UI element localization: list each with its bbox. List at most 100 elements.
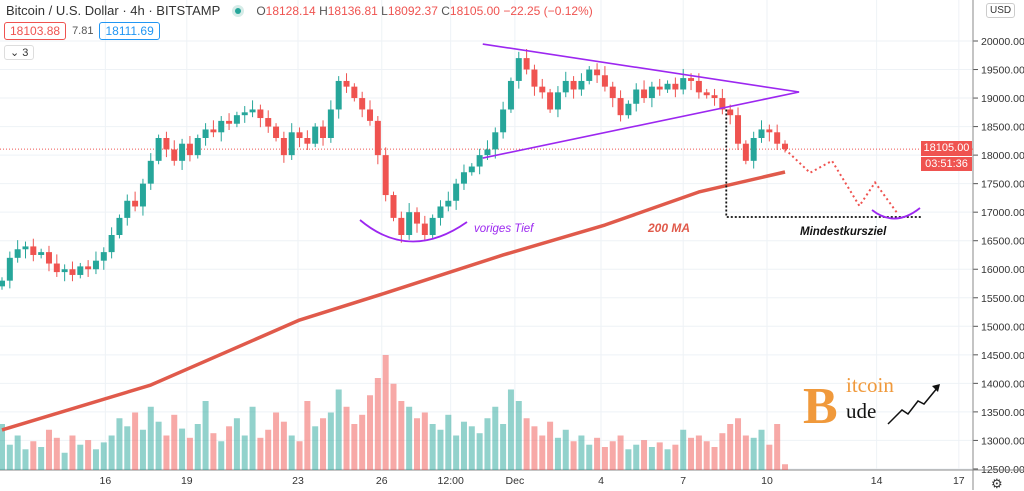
candle bbox=[343, 73, 350, 93]
candle-body bbox=[155, 138, 162, 161]
volume-bar bbox=[445, 414, 452, 470]
candle-body bbox=[735, 115, 742, 144]
volume-bar bbox=[656, 442, 663, 470]
bar-countdown-label: 03:51:36 bbox=[921, 157, 972, 171]
candle bbox=[147, 153, 154, 190]
logo-b-letter: B bbox=[803, 378, 838, 435]
indicators-toggle-button[interactable]: ⌄ 3 bbox=[4, 45, 35, 60]
volume-bar bbox=[750, 437, 757, 470]
candle-body bbox=[539, 86, 546, 93]
candle-body bbox=[100, 252, 107, 261]
volume-bar bbox=[688, 437, 695, 470]
candle-body bbox=[359, 98, 366, 110]
candle bbox=[273, 123, 280, 142]
volume-bar bbox=[108, 435, 115, 470]
volume-bar bbox=[304, 401, 311, 470]
candle bbox=[500, 101, 507, 139]
candle bbox=[398, 211, 405, 243]
candle-body bbox=[124, 200, 131, 218]
candle-body bbox=[92, 260, 99, 270]
volume-bar bbox=[703, 441, 710, 470]
logo-arrowhead-icon bbox=[932, 384, 940, 392]
candle-body bbox=[625, 103, 632, 116]
x-tick-label: 17 bbox=[953, 475, 965, 487]
candle-body bbox=[69, 269, 76, 275]
candle bbox=[22, 241, 29, 259]
candle bbox=[116, 214, 123, 239]
volume-bar bbox=[249, 406, 256, 470]
candle-body bbox=[273, 126, 280, 139]
currency-badge[interactable]: USD bbox=[986, 3, 1016, 18]
candle bbox=[594, 63, 601, 83]
volume-bar bbox=[641, 440, 648, 470]
candle bbox=[320, 120, 327, 146]
candle bbox=[0, 277, 5, 290]
y-tick-label: 17000.00 bbox=[981, 207, 1024, 219]
x-tick-label: 16 bbox=[100, 475, 112, 487]
candle bbox=[335, 76, 342, 119]
x-tick-label: 19 bbox=[181, 475, 193, 487]
volume-bar bbox=[758, 429, 765, 470]
logo-text-top: itcoin bbox=[846, 373, 894, 397]
candle-body bbox=[139, 183, 146, 207]
y-tick-label: 15000.00 bbox=[981, 321, 1024, 333]
volume-bar bbox=[179, 428, 186, 470]
candle bbox=[155, 134, 162, 165]
target-arc bbox=[871, 207, 921, 220]
buy-price-button[interactable]: 18111.69 bbox=[99, 22, 160, 40]
candle-body bbox=[257, 109, 264, 119]
candle bbox=[359, 91, 366, 118]
volume-bar bbox=[476, 433, 483, 470]
candle-body bbox=[703, 92, 710, 96]
candle bbox=[218, 116, 225, 142]
candle-body bbox=[554, 92, 561, 110]
sell-price-button[interactable]: 18103.88 bbox=[4, 22, 67, 40]
ma200-line bbox=[1, 170, 786, 432]
y-tick-label: 17500.00 bbox=[981, 179, 1024, 191]
candle-body bbox=[782, 143, 788, 150]
settings-gear-icon[interactable]: ⚙ bbox=[991, 476, 1003, 491]
volume-bar bbox=[100, 442, 107, 470]
volume-bar bbox=[515, 401, 522, 470]
volume-bar bbox=[288, 435, 295, 470]
candle bbox=[85, 260, 92, 277]
candle-body bbox=[233, 115, 240, 124]
candle-body bbox=[179, 143, 186, 161]
candle-body bbox=[210, 129, 217, 133]
y-tick-label: 18500.00 bbox=[981, 122, 1024, 134]
symbol-title[interactable]: Bitcoin / U.S. Dollar · 4h · BITSTAMP bbox=[6, 3, 221, 18]
candle-body bbox=[609, 86, 616, 99]
volume-bar bbox=[492, 406, 499, 470]
volume-bar bbox=[664, 449, 671, 470]
candle-body bbox=[53, 263, 60, 273]
volume-bar bbox=[45, 429, 52, 470]
volume-bar bbox=[735, 418, 742, 470]
candle-body bbox=[296, 132, 303, 139]
volume-bar bbox=[265, 429, 272, 470]
candle-body bbox=[390, 195, 397, 218]
previous-low-label: voriges Tief bbox=[474, 223, 535, 235]
candle-body bbox=[6, 257, 13, 281]
candle-body bbox=[507, 80, 514, 110]
volume-bar bbox=[132, 412, 139, 470]
candle bbox=[648, 81, 655, 108]
candle bbox=[711, 88, 718, 106]
logo-text-bottom: ude bbox=[846, 399, 876, 423]
candle bbox=[179, 138, 186, 170]
volume-bar bbox=[61, 452, 68, 470]
candle bbox=[507, 77, 514, 113]
candle-body bbox=[601, 75, 608, 87]
volume-bar bbox=[437, 429, 444, 470]
volume-bar bbox=[617, 435, 624, 470]
candle bbox=[163, 131, 170, 158]
candle bbox=[14, 240, 21, 263]
target-measure-line bbox=[725, 109, 923, 218]
candle bbox=[766, 124, 773, 142]
candle bbox=[421, 215, 428, 242]
candle bbox=[132, 191, 139, 212]
candle-body bbox=[327, 109, 334, 139]
triangle-lower-line bbox=[482, 91, 800, 159]
candle bbox=[445, 191, 452, 212]
